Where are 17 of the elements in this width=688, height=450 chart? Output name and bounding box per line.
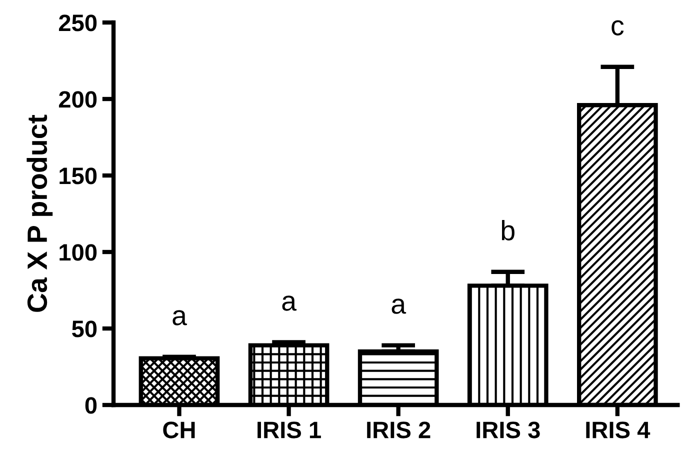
x-tick-label: IRIS 2 [367,422,430,438]
y-tick-label: 200 [58,91,97,108]
annotation: a [172,310,187,326]
x-tick-label: IRIS 1 [258,422,321,438]
annotation: a [282,296,297,311]
y-axis-title: Ca X P product [26,114,53,312]
annotation: a [392,298,406,314]
y-tick-label: 100 [60,244,97,261]
x-tick-label: CH [163,422,195,438]
y-tick-label: 250 [58,14,97,32]
x-tick-label: IRIS 3 [476,422,540,438]
annotation: c [612,20,624,36]
y-tick-label: 50 [72,320,97,338]
x-tick-label: IRIS 4 [586,422,650,438]
annotation: b [502,220,514,240]
y-tick-label: 150 [60,168,97,184]
y-tick-label: 0 [85,397,97,414]
